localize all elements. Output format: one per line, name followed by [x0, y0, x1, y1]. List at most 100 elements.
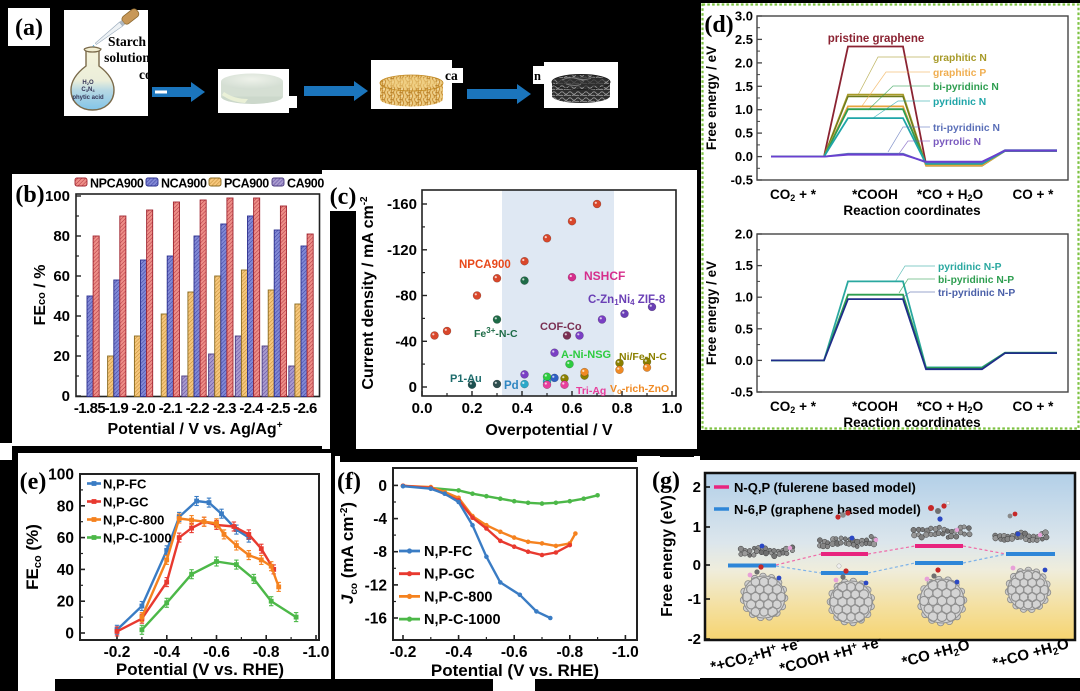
svg-text:A-Ni-NSG: A-Ni-NSG [561, 349, 611, 361]
svg-text:N-6,P (graphene based model): N-6,P (graphene based model) [734, 502, 921, 517]
svg-text:ca: ca [445, 68, 458, 83]
svg-text:-0.8: -0.8 [556, 644, 583, 661]
svg-text:-0.5: -0.5 [731, 173, 753, 188]
svg-text:3.0: 3.0 [735, 9, 753, 24]
svg-text:-2.1: -2.1 [159, 400, 183, 417]
svg-text:Current density / mA cm-2: Current density / mA cm-2 [359, 196, 377, 390]
svg-text:(c): (c) [330, 184, 357, 210]
svg-text:NSHCF: NSHCF [584, 269, 625, 283]
svg-text:bi-pyridinic N: bi-pyridinic N [933, 82, 999, 93]
svg-text:CO + *: CO + * [1013, 187, 1055, 202]
svg-text:-0.5: -0.5 [731, 385, 753, 400]
svg-text:(d): (d) [704, 12, 733, 38]
svg-text:COF-Co: COF-Co [540, 321, 582, 333]
svg-text:Pd: Pd [504, 380, 519, 392]
svg-text:C3N4: C3N4 [81, 87, 95, 93]
svg-text:0.5: 0.5 [735, 321, 753, 336]
svg-text:solution: solution [104, 50, 150, 65]
svg-text:C-Zn1Ni4 ZIF-8: C-Zn1Ni4 ZIF-8 [588, 294, 666, 307]
svg-text:80: 80 [53, 228, 70, 245]
svg-text:Reaction coordinates: Reaction coordinates [843, 203, 980, 218]
svg-text:-2.6: -2.6 [293, 400, 317, 417]
svg-text:-2.2: -2.2 [186, 400, 210, 417]
svg-text:2.0: 2.0 [735, 55, 753, 70]
svg-text:Fe3+-N-C: Fe3+-N-C [474, 326, 518, 340]
svg-text:-1.0: -1.0 [612, 644, 639, 661]
svg-text:FEco / %: FEco / % [32, 265, 49, 326]
svg-text:n: n [534, 69, 541, 83]
svg-text:80: 80 [57, 498, 74, 515]
svg-text:H2O: H2O [82, 80, 94, 86]
svg-text:CO2 + *: CO2 + * [770, 399, 817, 415]
svg-text:pyrrolic N: pyrrolic N [933, 137, 981, 148]
svg-text:N,P-GC: N,P-GC [103, 494, 149, 509]
svg-text:N,P-GC: N,P-GC [424, 567, 475, 583]
svg-text:N,P-C-800: N,P-C-800 [424, 589, 493, 605]
svg-text:60: 60 [53, 268, 70, 285]
svg-text:(b): (b) [15, 182, 44, 208]
svg-text:0: 0 [409, 379, 417, 396]
svg-text:0.2: 0.2 [462, 400, 483, 417]
svg-text:100: 100 [45, 188, 70, 205]
svg-text:Jco (mA cm-2): Jco (mA cm-2) [338, 502, 360, 604]
svg-text:2.0: 2.0 [735, 227, 753, 242]
svg-text:CO + *: CO + * [1013, 399, 1055, 414]
svg-text:N,P-FC: N,P-FC [424, 544, 473, 560]
svg-text:tri-pyridinic N: tri-pyridinic N [933, 123, 1000, 134]
svg-text:20: 20 [57, 594, 74, 611]
svg-text:*CO + H2O: *CO + H2O [917, 399, 983, 415]
svg-text:1.0: 1.0 [735, 102, 753, 117]
svg-text:1: 1 [693, 519, 701, 536]
svg-text:N,P-FC: N,P-FC [103, 476, 147, 491]
svg-text:-16: -16 [365, 611, 388, 628]
svg-text:phytic acid: phytic acid [72, 95, 104, 101]
svg-text:NCA900: NCA900 [161, 177, 207, 191]
svg-text:1.0: 1.0 [735, 290, 753, 305]
svg-text:0: 0 [378, 478, 387, 495]
svg-text:-0.4: -0.4 [445, 644, 472, 661]
svg-text:N-Q,P (fulerene based model): N-Q,P (fulerene based model) [734, 480, 916, 495]
svg-text:P1-Au: P1-Au [450, 373, 482, 385]
svg-text:-1.0: -1.0 [303, 644, 330, 661]
svg-text:1.5: 1.5 [735, 258, 753, 273]
svg-text:40: 40 [57, 562, 74, 579]
svg-text:*CO + H2O: *CO + H2O [917, 187, 983, 203]
svg-text:pyridinic N: pyridinic N [933, 97, 986, 108]
svg-text:(e): (e) [20, 469, 47, 495]
svg-text:-120: -120 [387, 242, 417, 259]
svg-text:-2: -2 [688, 631, 701, 648]
svg-text:0.0: 0.0 [735, 353, 753, 368]
svg-text:(g): (g) [652, 468, 680, 494]
svg-text:Tri-Ag: Tri-Ag [576, 385, 606, 397]
svg-text:-160: -160 [387, 196, 417, 213]
svg-text:2.5: 2.5 [735, 32, 753, 47]
svg-text:60: 60 [57, 530, 74, 547]
svg-text:-2.0: -2.0 [132, 400, 156, 417]
svg-text:0.0: 0.0 [735, 149, 753, 164]
svg-text:2: 2 [693, 479, 701, 496]
svg-text:1.5: 1.5 [735, 79, 753, 94]
svg-text:Free energy / eV: Free energy / eV [704, 46, 719, 150]
svg-text:pristine graphene: pristine graphene [828, 33, 925, 45]
svg-text:-2.4: -2.4 [239, 400, 264, 417]
svg-text:co: co [139, 67, 152, 82]
svg-text:PCA900: PCA900 [224, 177, 269, 191]
svg-text:0: 0 [693, 557, 701, 574]
svg-text:0: 0 [65, 626, 74, 643]
svg-text:-40: -40 [395, 333, 417, 350]
svg-text:20: 20 [53, 348, 70, 365]
svg-text:*COOH: *COOH [852, 187, 898, 202]
svg-text:N,P-C-800: N,P-C-800 [103, 512, 164, 527]
svg-text:1.0: 1.0 [662, 400, 683, 417]
svg-text:graphitic N: graphitic N [933, 53, 987, 64]
svg-text:Vo-rich-ZnO: Vo-rich-ZnO [610, 383, 669, 396]
svg-text:*COOH: *COOH [852, 399, 898, 414]
svg-text:Free energy / eV: Free energy / eV [704, 261, 719, 365]
svg-text:-1.85: -1.85 [74, 400, 105, 417]
svg-text:-1.9: -1.9 [105, 400, 129, 417]
svg-text:-2.3: -2.3 [212, 400, 236, 417]
svg-text:NPCA900: NPCA900 [459, 259, 511, 271]
svg-text:-80: -80 [395, 288, 417, 305]
svg-text:Free energy (eV): Free energy (eV) [659, 495, 676, 616]
svg-text:-4: -4 [373, 511, 387, 528]
